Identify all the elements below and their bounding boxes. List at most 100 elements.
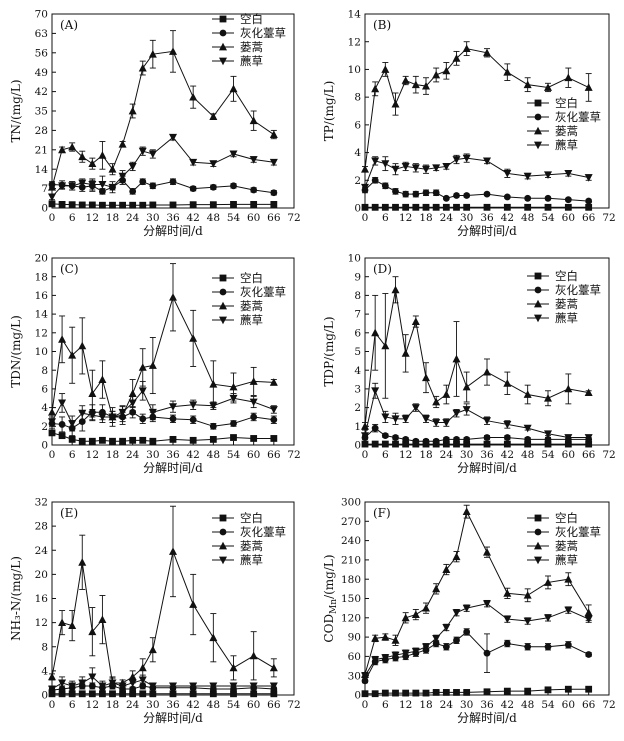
data-point bbox=[422, 437, 430, 445]
data-point bbox=[483, 190, 491, 198]
data-point bbox=[48, 200, 56, 208]
y-axis-label: TDP/(mg/L) bbox=[322, 316, 336, 386]
data-point bbox=[139, 178, 147, 186]
data-point bbox=[109, 201, 116, 209]
data-point bbox=[88, 411, 97, 420]
data-point bbox=[564, 641, 572, 649]
legend-label: 空白 bbox=[240, 12, 263, 26]
data-point bbox=[58, 399, 67, 408]
data-point bbox=[411, 164, 420, 173]
data-point bbox=[432, 203, 440, 211]
data-point bbox=[209, 422, 217, 430]
data-point bbox=[169, 133, 177, 142]
x-tick-label: 36 bbox=[480, 212, 494, 224]
data-point bbox=[270, 435, 278, 442]
data-point bbox=[422, 165, 430, 174]
x-tick-label: 24 bbox=[126, 212, 140, 224]
data-point bbox=[88, 690, 96, 698]
y-tick-label: 10 bbox=[35, 346, 48, 358]
legend-marker bbox=[534, 514, 542, 522]
data-point bbox=[119, 201, 126, 209]
x-tick-label: 36 bbox=[480, 449, 494, 461]
data-point bbox=[503, 421, 512, 429]
data-point bbox=[270, 690, 278, 698]
data-point bbox=[68, 690, 76, 698]
x-tick-label: 6 bbox=[69, 699, 76, 711]
data-point bbox=[78, 437, 86, 445]
y-tick-label: 32 bbox=[35, 497, 48, 509]
data-point bbox=[564, 196, 572, 204]
x-tick-label: 6 bbox=[382, 449, 389, 461]
data-point bbox=[584, 83, 593, 91]
x-tick-label: 24 bbox=[440, 212, 454, 224]
data-point bbox=[169, 547, 177, 555]
data-point bbox=[462, 604, 471, 613]
data-point bbox=[453, 636, 460, 644]
data-point bbox=[148, 408, 157, 417]
data-point bbox=[564, 73, 573, 82]
x-tick-label: 42 bbox=[501, 699, 514, 711]
data-point bbox=[269, 130, 278, 138]
y-tick-label: 120 bbox=[341, 612, 361, 624]
data-point bbox=[189, 92, 198, 101]
x-axis-label: 分解时间/d bbox=[457, 224, 517, 238]
data-point bbox=[442, 643, 450, 651]
legend-marker bbox=[534, 286, 542, 294]
data-point bbox=[119, 437, 126, 445]
data-point bbox=[371, 634, 380, 642]
data-point bbox=[392, 434, 399, 441]
data-point bbox=[98, 181, 107, 189]
data-point bbox=[442, 419, 451, 427]
data-point bbox=[523, 424, 532, 433]
x-tick-label: 54 bbox=[227, 449, 241, 461]
data-point bbox=[381, 689, 389, 697]
x-tick-label: 72 bbox=[287, 212, 300, 224]
data-point bbox=[544, 614, 552, 622]
data-point bbox=[371, 328, 380, 337]
data-point bbox=[88, 159, 97, 168]
data-point bbox=[250, 690, 258, 698]
y-tick-label: 1 bbox=[354, 421, 361, 433]
data-point bbox=[58, 679, 67, 688]
data-point bbox=[98, 682, 107, 691]
data-point bbox=[432, 419, 441, 427]
data-point bbox=[381, 160, 390, 168]
x-axis-label: 分解时间/d bbox=[143, 711, 203, 725]
data-point bbox=[269, 378, 278, 386]
data-point bbox=[169, 435, 177, 443]
series-line bbox=[364, 157, 589, 188]
legend-marker bbox=[534, 314, 542, 323]
data-point bbox=[58, 618, 67, 627]
data-point bbox=[453, 689, 460, 696]
data-point bbox=[48, 685, 56, 694]
x-tick-label: 24 bbox=[126, 699, 140, 711]
data-point bbox=[48, 193, 56, 202]
legend-label: 藨草 bbox=[555, 311, 578, 325]
data-point bbox=[98, 413, 107, 422]
x-tick-label: 24 bbox=[440, 699, 454, 711]
x-tick-label: 24 bbox=[126, 449, 140, 461]
data-point bbox=[463, 628, 471, 636]
x-tick-label: 72 bbox=[602, 449, 615, 461]
x-tick-label: 48 bbox=[521, 699, 534, 711]
data-point bbox=[68, 420, 77, 428]
data-point bbox=[381, 182, 389, 190]
data-point bbox=[463, 440, 471, 448]
data-point bbox=[584, 388, 593, 397]
data-point bbox=[118, 682, 127, 691]
data-point bbox=[564, 575, 573, 583]
data-point bbox=[463, 203, 471, 211]
y-tick-label: 63 bbox=[35, 28, 48, 40]
x-tick-label: 66 bbox=[267, 449, 281, 461]
x-tick-label: 48 bbox=[207, 449, 220, 461]
x-tick-label: 42 bbox=[186, 449, 199, 461]
x-tick-label: 66 bbox=[582, 449, 596, 461]
x-tick-label: 18 bbox=[106, 212, 119, 224]
data-point bbox=[483, 48, 491, 57]
x-tick-label: 12 bbox=[86, 449, 99, 461]
data-point bbox=[544, 394, 552, 402]
data-point bbox=[462, 507, 471, 516]
data-point bbox=[138, 147, 147, 156]
y-tick-label: 4 bbox=[41, 665, 48, 677]
data-point bbox=[442, 163, 451, 171]
